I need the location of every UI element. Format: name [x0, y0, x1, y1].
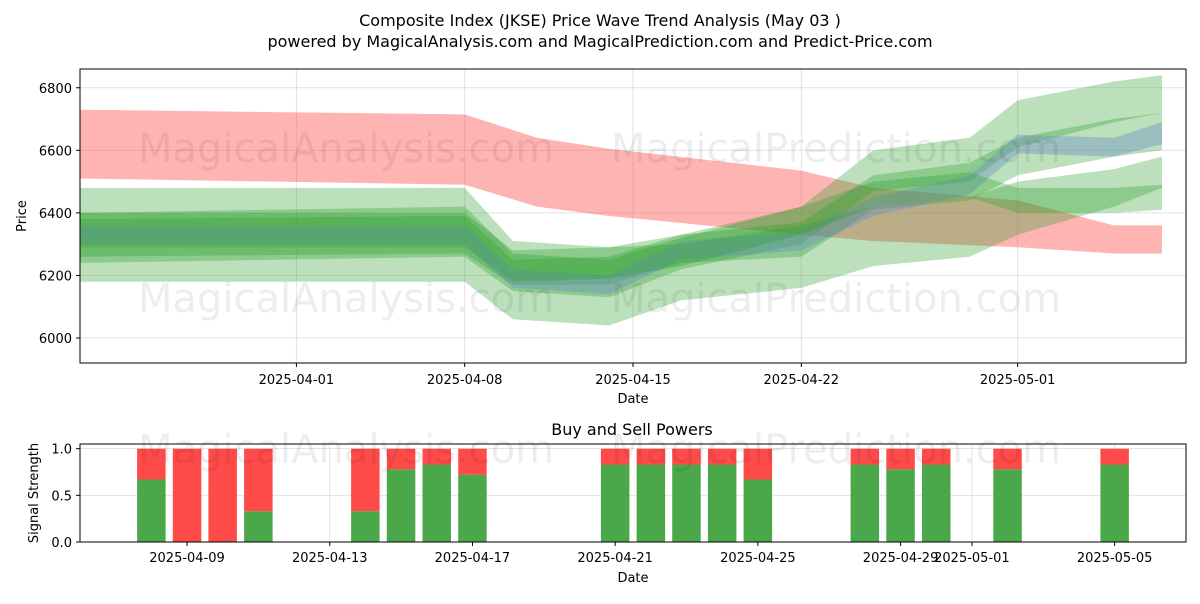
powers-chart-frame	[79, 443, 1187, 543]
sell-power-bar	[600, 448, 630, 465]
sell-power-bar	[743, 448, 773, 480]
sell-power-bar	[244, 448, 273, 512]
price-x-tick-label: 2025-04-15	[595, 373, 671, 388]
price-band-green-1	[80, 156, 1162, 326]
powers-x-tick-label: 2025-04-29	[863, 551, 939, 566]
watermark-prediction: MagicalPrediction.com	[611, 427, 1061, 473]
buy-power-bar	[600, 464, 630, 542]
price-x-tick-label: 2025-04-08	[427, 373, 503, 388]
powers-title: Buy and Sell Powers	[551, 420, 713, 439]
buy-power-bar	[707, 464, 737, 542]
buy-power-bar	[458, 474, 487, 542]
buy-power-bar	[993, 469, 1022, 542]
figure-subtitle: powered by MagicalAnalysis.com and Magic…	[267, 32, 932, 51]
price-y-tick-label: 6400	[39, 207, 72, 222]
price-x-tick-label: 2025-04-22	[764, 373, 840, 388]
sell-power-bar	[458, 448, 487, 475]
sell-power-bar	[672, 448, 701, 465]
price-band-green-2	[80, 75, 1162, 298]
sell-power-bar	[386, 448, 416, 470]
powers-chart-ticks: 2025-04-09 2025-04-13 2025-04-17 2025-04-21…	[51, 443, 1152, 566]
watermark-analysis: MagicalAnalysis.com	[138, 126, 554, 172]
sell-power-bar	[422, 448, 451, 465]
price-y-label: Price	[15, 200, 30, 232]
sell-power-bar	[1100, 448, 1129, 465]
figure-title: Composite Index (JKSE) Price Wave Trend …	[359, 11, 841, 30]
price-x-tick-label: 2025-05-01	[980, 373, 1056, 388]
sell-power-bar	[886, 448, 915, 470]
price-y-tick-label: 6800	[39, 82, 72, 97]
powers-x-tick-label: 2025-04-21	[577, 551, 653, 566]
buy-power-bar	[1100, 464, 1129, 542]
powers-y-tick-label: 0.0	[51, 536, 72, 551]
watermark-analysis: MagicalAnalysis.com	[138, 276, 554, 322]
price-band-green-3	[80, 112, 1162, 285]
powers-x-tick-label: 2025-04-09	[149, 551, 225, 566]
powers-y-label: Signal Strength	[27, 443, 42, 543]
price-y-tick-label: 6600	[39, 144, 72, 159]
sell-power-bar	[137, 448, 166, 480]
powers-x-tick-label: 2025-04-25	[720, 551, 796, 566]
powers-bars	[137, 448, 1129, 542]
powers-x-tick-label: 2025-04-13	[292, 551, 368, 566]
buy-power-bar	[351, 511, 380, 542]
sell-power-bar	[636, 448, 666, 465]
buy-power-bar	[386, 469, 416, 542]
powers-x-tick-label: 2025-05-05	[1077, 551, 1153, 566]
price-bands	[80, 75, 1162, 326]
buy-power-bar	[636, 464, 666, 542]
price-band-green-5	[80, 172, 1162, 282]
powers-x-tick-label: 2025-04-17	[435, 551, 511, 566]
sell-power-bar	[707, 448, 737, 465]
buy-power-bar	[672, 464, 701, 542]
powers-y-tick-label: 1.0	[51, 443, 72, 458]
buy-power-bar	[422, 464, 451, 542]
buy-power-bar	[244, 511, 273, 542]
powers-x-label: Date	[617, 571, 648, 586]
price-y-tick-label: 6200	[39, 269, 72, 284]
powers-y-tick-label: 0.5	[51, 489, 72, 504]
sell-power-bar	[922, 448, 951, 465]
price-y-tick-label: 6000	[39, 332, 72, 347]
powers-x-tick-label: 2025-05-01	[934, 551, 1010, 566]
sell-power-bar	[993, 448, 1022, 470]
price-chart-ticks: 2025-04-01 2025-04-08 2025-04-15 2025-04-22…	[39, 82, 1056, 388]
watermark-prediction: MagicalPrediction.com	[611, 276, 1061, 322]
watermark-prediction: MagicalPrediction.com	[611, 126, 1061, 172]
buy-power-bar	[850, 464, 880, 542]
price-band-red-0	[80, 109, 1162, 254]
buy-power-bar	[886, 469, 915, 542]
sell-power-bar	[351, 448, 380, 512]
sell-power-bar	[208, 448, 237, 542]
price-band-blue-4	[80, 122, 1162, 295]
buy-power-bar	[137, 479, 166, 542]
watermark-analysis: MagicalAnalysis.com	[138, 427, 554, 473]
price-x-tick-label: 2025-04-01	[259, 373, 335, 388]
price-chart-grid	[80, 69, 1186, 363]
sell-power-bar	[850, 448, 880, 465]
price-x-label: Date	[617, 392, 648, 407]
buy-power-bar	[743, 479, 773, 542]
sell-power-bar	[172, 448, 202, 542]
buy-power-bar	[922, 464, 951, 542]
